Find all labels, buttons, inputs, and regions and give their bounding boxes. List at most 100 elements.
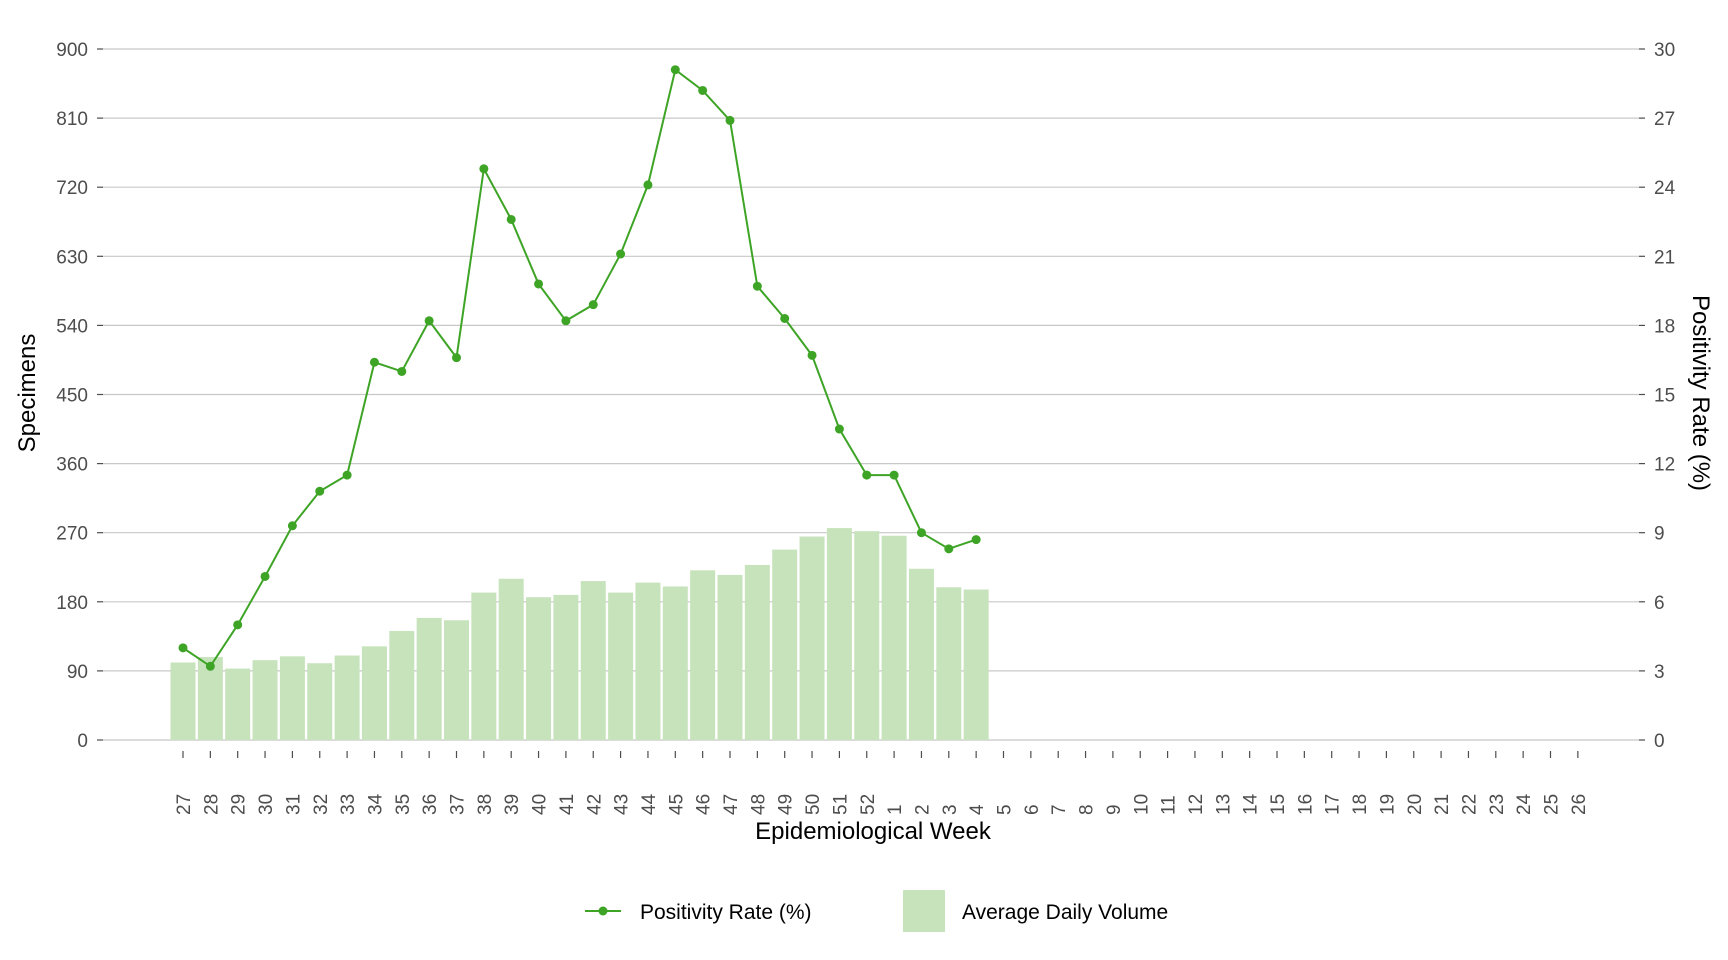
point-week-36: [424, 316, 434, 326]
x-tick-label: 30: [256, 794, 277, 815]
x-tick-label: 23: [1487, 794, 1508, 815]
y-left-tick-label: 0: [77, 731, 88, 752]
point-week-42: [588, 300, 598, 310]
y-left-tick-label: 540: [56, 316, 88, 337]
bar-week-41: [553, 594, 579, 740]
y-right-tick-label: 12: [1654, 455, 1675, 476]
x-tick-label: 50: [803, 794, 824, 815]
point-week-39: [506, 214, 516, 224]
y-right-tick-label: 27: [1654, 109, 1675, 130]
point-week-46: [698, 85, 708, 95]
point-week-2: [916, 528, 926, 538]
bar-week-4: [963, 589, 989, 740]
x-tick-label: 15: [1268, 794, 1289, 815]
y-right-tick-label: 30: [1654, 40, 1675, 61]
x-tick-label: 43: [612, 794, 633, 815]
bar-week-42: [580, 581, 606, 740]
bar-week-49: [772, 549, 798, 740]
bar-week-28: [197, 657, 223, 740]
point-week-44: [643, 180, 653, 190]
x-tick-label: 24: [1514, 793, 1535, 815]
x-tick-label: 40: [530, 794, 551, 815]
y-left-tick-label: 720: [56, 178, 88, 199]
legend-label-average-daily-volume: Average Daily Volume: [962, 901, 1168, 924]
bar-week-43: [608, 592, 634, 740]
point-week-40: [534, 279, 544, 289]
x-tick-label: 36: [420, 794, 441, 815]
x-tick-label: 44: [639, 793, 660, 815]
x-tick-label: 48: [748, 794, 769, 815]
bar-week-45: [662, 586, 688, 740]
x-tick-label: 25: [1542, 794, 1563, 815]
x-tick-label: 8: [1077, 804, 1098, 815]
x-tick-label: 20: [1405, 794, 1426, 815]
legend-point-swatch: [598, 906, 608, 916]
x-tick-label: 29: [229, 794, 250, 815]
x-tick-label: 51: [830, 794, 851, 815]
point-week-48: [752, 281, 762, 291]
x-tick-label: 49: [776, 794, 797, 815]
y-right-tick-label: 3: [1654, 662, 1665, 683]
y-right-tick-label: 0: [1654, 731, 1665, 752]
bar-week-36: [416, 617, 442, 740]
x-tick-label: 39: [502, 794, 523, 815]
x-tick-label: 6: [1022, 804, 1043, 815]
x-tick-label: 11: [1159, 795, 1180, 815]
bar-series-average-daily-volume: [170, 528, 989, 740]
x-tick-label: 19: [1377, 794, 1398, 815]
y-left-tick-label: 900: [56, 40, 88, 61]
x-tick-label: 35: [393, 794, 414, 815]
x-tick-label: 4: [967, 804, 988, 815]
legend: Positivity Rate (%) Average Daily Volume: [585, 890, 1168, 932]
y-axis-right-title: Positivity Rate (%): [1687, 295, 1714, 491]
y-left-tick-label: 360: [56, 455, 88, 476]
bar-week-52: [854, 531, 880, 740]
bar-week-35: [389, 630, 415, 740]
x-tick-label: 27: [174, 794, 195, 815]
y-left-tick-label: 630: [56, 247, 88, 268]
x-tick-label: 37: [448, 794, 469, 815]
point-week-1: [889, 470, 899, 480]
point-week-29: [233, 620, 243, 630]
x-tick-label: 18: [1350, 794, 1371, 815]
bar-week-33: [334, 655, 360, 740]
x-tick-label: 47: [721, 794, 742, 815]
bar-week-38: [471, 592, 497, 740]
y-left-tick-label: 810: [56, 109, 88, 130]
x-axis-title: Epidemiological Week: [755, 818, 992, 845]
point-week-35: [397, 366, 407, 376]
x-tick-label: 45: [666, 794, 687, 815]
point-week-31: [287, 521, 297, 531]
x-tick-label: 13: [1213, 794, 1234, 815]
x-tick-label: 16: [1295, 794, 1316, 815]
y-left-tick-label: 180: [56, 593, 88, 614]
point-week-52: [862, 470, 872, 480]
line-series-positivity-rate: [178, 65, 981, 671]
x-tick-label: 7: [1049, 804, 1070, 815]
point-week-32: [315, 486, 325, 496]
y-axis-left-title: Specimens: [14, 334, 41, 453]
x-tick-label: 10: [1131, 794, 1152, 815]
point-week-27: [178, 643, 188, 653]
point-week-3: [944, 544, 954, 554]
y-axis-right-ticks: 0 3 6 9 12 15 18 21 24 27 30: [1639, 40, 1676, 752]
bar-week-44: [635, 582, 661, 740]
x-tick-label: 46: [694, 794, 715, 815]
x-tick-label: 5: [995, 804, 1016, 815]
x-tick-label: 32: [311, 794, 332, 815]
legend-item-average-daily-volume: Average Daily Volume: [903, 890, 1168, 932]
point-week-47: [725, 115, 735, 125]
bar-week-30: [252, 660, 278, 740]
point-week-28: [205, 661, 215, 671]
x-tick-label: 52: [858, 794, 879, 815]
point-week-4: [971, 535, 981, 545]
point-week-37: [452, 353, 461, 363]
x-axis-ticks: 27 28 29 30 31 32 33 34 35 36 37 38 39 40 41 42 43 44 45 46…: [174, 751, 1590, 815]
x-tick-label: 41: [557, 794, 578, 815]
x-tick-label: 2: [912, 804, 933, 815]
legend-label-positivity-rate: Positivity Rate (%): [640, 901, 812, 924]
bar-week-1: [881, 535, 907, 740]
point-week-33: [342, 470, 352, 480]
x-tick-label: 21: [1432, 794, 1453, 815]
